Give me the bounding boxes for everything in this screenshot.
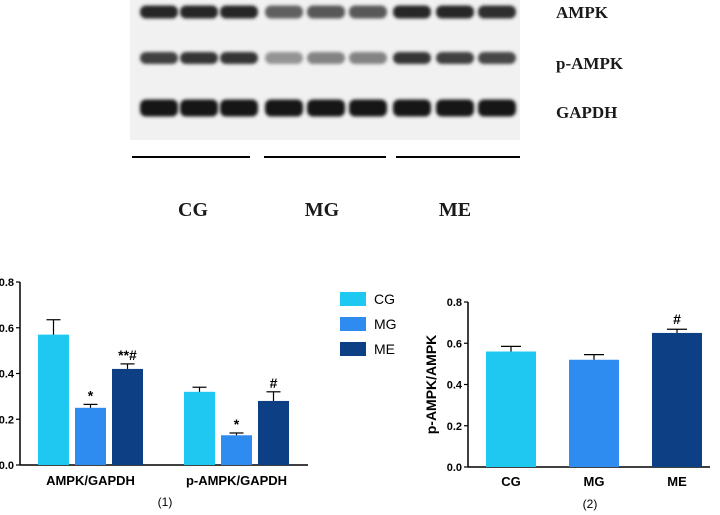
y-tick-label: 0.8 xyxy=(447,297,462,309)
bar-cg xyxy=(38,334,69,465)
significance-mark: * xyxy=(88,387,94,403)
y-tick-label: 0.0 xyxy=(0,460,14,472)
blot-band xyxy=(478,99,516,117)
blot-band xyxy=(349,99,387,117)
blot-band xyxy=(220,99,258,117)
significance-mark: * xyxy=(234,416,240,432)
y-tick-label: 0.4 xyxy=(0,369,15,381)
blot-band xyxy=(307,52,345,64)
legend-label: MG xyxy=(374,316,397,332)
x-category-label: p-AMPK/GAPDH xyxy=(186,473,287,488)
bar-mg xyxy=(75,407,106,465)
bar-chart-2: 0.0 0.2 0.4 0.6 0.8 CG MG # ME p-AMPK/AMPK (2) xyxy=(423,297,710,511)
blot-band xyxy=(140,5,178,19)
significance-mark: # xyxy=(270,375,278,391)
x-category-label: CG xyxy=(501,474,521,489)
blot-band xyxy=(180,5,218,19)
blot-band xyxy=(436,5,474,19)
blot-band xyxy=(180,99,218,117)
bar-mg xyxy=(221,435,252,465)
x-category-label: ME xyxy=(667,474,687,489)
bar-me xyxy=(258,400,289,465)
blot-group-label: CG xyxy=(178,199,208,221)
panel-label: (1) xyxy=(158,495,173,509)
legend-swatch xyxy=(340,292,366,306)
blot-band xyxy=(180,52,218,64)
legend-label: ME xyxy=(374,341,395,357)
blot-band xyxy=(393,99,431,117)
blot-band xyxy=(265,99,303,117)
blot-band xyxy=(220,52,258,64)
y-tick-label: 0.0 xyxy=(447,462,462,474)
blot-membrane xyxy=(130,0,520,140)
blot-band xyxy=(265,5,303,19)
blot-band-label: p-AMPK xyxy=(556,54,624,73)
significance-mark: **# xyxy=(118,347,137,363)
blot-group-label: MG xyxy=(305,199,340,221)
western-blot: AMPK p-AMPK GAPDH CG MG ME xyxy=(130,0,624,221)
bar-mg xyxy=(569,359,619,467)
bar-chart-1: 0.0 0.2 0.4 0.6 0.8 * **# AMPK/GAPDH * # p-AMPK/GA… xyxy=(0,277,397,509)
y-tick-label: 0.8 xyxy=(0,277,14,289)
blot-band xyxy=(349,52,387,64)
blot-band xyxy=(478,52,516,64)
blot-band-label: GAPDH xyxy=(556,103,617,122)
y-tick-label: 0.4 xyxy=(447,380,463,392)
x-category-label: AMPK/GAPDH xyxy=(46,473,135,488)
bar-cg xyxy=(486,351,536,467)
y-tick-label: 0.2 xyxy=(0,414,14,426)
x-category-label: MG xyxy=(584,474,605,489)
blot-band xyxy=(393,5,431,19)
blot-band xyxy=(436,99,474,117)
bar-me xyxy=(112,368,143,465)
blot-band xyxy=(140,52,178,64)
blot-band xyxy=(220,5,258,19)
y-tick-label: 0.6 xyxy=(447,338,462,350)
legend-swatch xyxy=(340,317,366,331)
legend-swatch xyxy=(340,342,366,356)
blot-band xyxy=(349,5,387,19)
blot-band xyxy=(265,52,303,64)
blot-band xyxy=(393,52,431,64)
panel-label: (2) xyxy=(583,497,598,511)
blot-band xyxy=(307,99,345,117)
blot-group-label: ME xyxy=(439,199,471,221)
blot-band xyxy=(307,5,345,19)
bar-me xyxy=(652,332,702,467)
y-tick-label: 0.2 xyxy=(447,421,462,433)
blot-band xyxy=(140,99,178,117)
legend-label: CG xyxy=(374,291,395,307)
blot-band xyxy=(478,5,516,19)
significance-mark: # xyxy=(673,311,681,327)
blot-band xyxy=(436,52,474,64)
y-axis-label: p-AMPK/AMPK xyxy=(423,335,439,435)
y-tick-label: 0.6 xyxy=(0,323,14,335)
bar-cg xyxy=(184,391,215,465)
blot-band-label: AMPK xyxy=(556,3,609,22)
